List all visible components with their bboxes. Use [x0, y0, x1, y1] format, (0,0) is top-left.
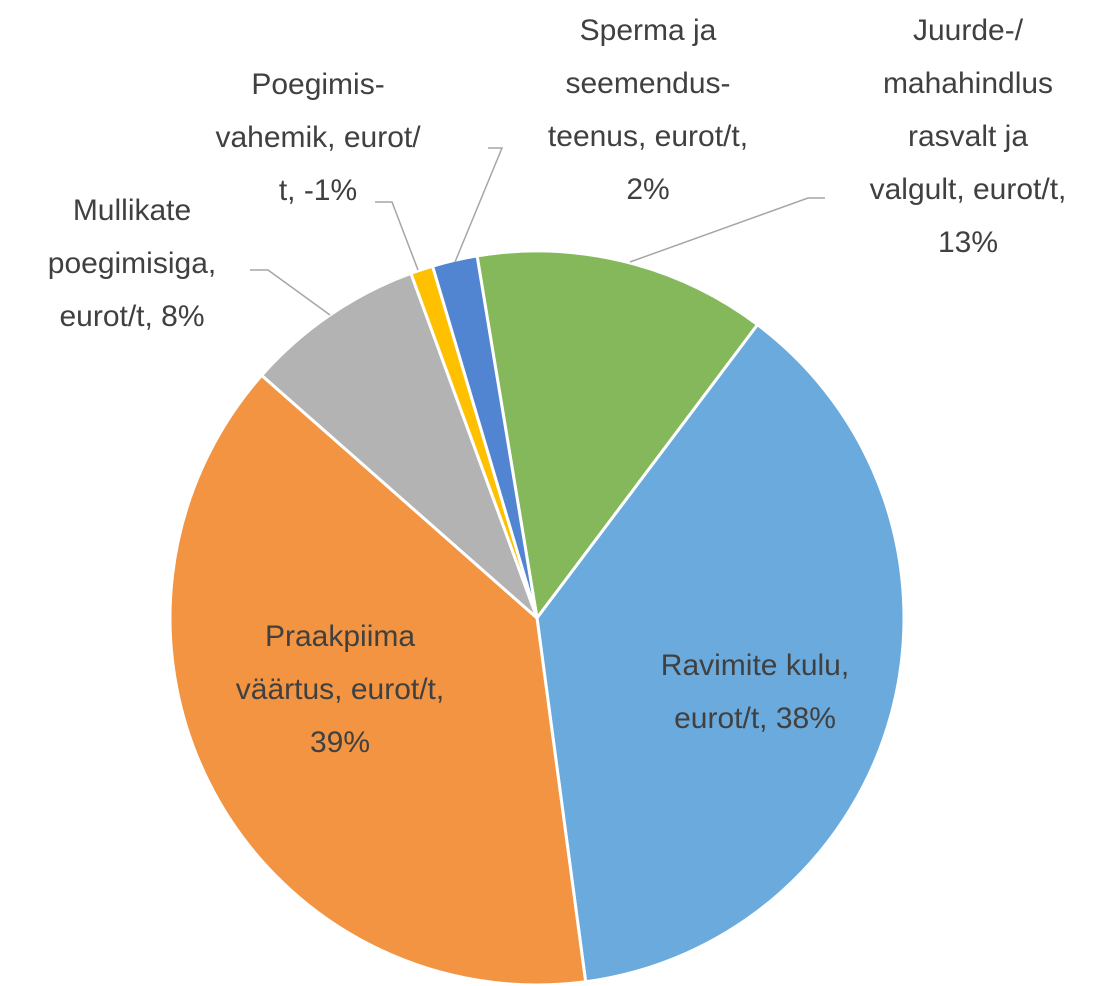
- data-label: Poegimis-vahemik, eurot/t, -1%: [215, 68, 421, 207]
- data-label-line: seemendus-: [565, 67, 730, 100]
- data-label-line: rasvalt ja: [908, 120, 1028, 153]
- data-label: Mullikate poegimisiga, eurot/t, 8%: [48, 194, 216, 333]
- leader-line: [454, 147, 504, 263]
- leader-line: [629, 197, 825, 263]
- data-label-line: Ravimite kulu,: [661, 649, 849, 682]
- data-label-line: poegimisiga,: [48, 247, 216, 280]
- data-label-line: eurot/t, 38%: [674, 702, 836, 735]
- data-label-line: valgult, eurot/t,: [870, 173, 1067, 206]
- pie-slice: [535, 323, 906, 984]
- data-label-line: Praakpiima: [265, 620, 415, 653]
- data-label-line: Poegimis-: [251, 68, 384, 101]
- data-label: Ravimite kulu, eurot/t, 38%: [661, 649, 849, 735]
- pie: [168, 249, 906, 986]
- leader-line: [250, 269, 331, 316]
- data-label-line: 2%: [626, 173, 669, 206]
- pie-slice: [431, 254, 539, 620]
- data-label-line: 13%: [938, 226, 998, 259]
- data-label-line: eurot/t, 8%: [59, 300, 204, 333]
- pie-slice: [475, 249, 760, 620]
- pie-slice: [168, 373, 588, 986]
- data-label: Praakpiima väärtus, eurot/t, 39%: [236, 620, 444, 759]
- data-label-line: Mullikate: [73, 194, 191, 227]
- data-label: Juurde-/ mahahindlus rasvalt ja valgult, eu…: [870, 14, 1067, 259]
- data-label-line: Sperma ja: [580, 14, 717, 47]
- data-label-line: teenus, eurot/t,: [548, 120, 748, 153]
- data-label-line: Juurde-/: [913, 14, 1024, 47]
- leader-line: [375, 201, 419, 271]
- data-label-line: väärtus, eurot/t,: [236, 673, 444, 706]
- data-label-line: 39%: [310, 726, 370, 759]
- data-label-line: t, -1%: [279, 174, 357, 207]
- data-label-line: vahemik, eurot/: [215, 121, 421, 154]
- data-label-line: mahahindlus: [883, 67, 1053, 100]
- data-label: Sperma ja seemendus-teenus, eurot/t, 2%: [548, 14, 748, 206]
